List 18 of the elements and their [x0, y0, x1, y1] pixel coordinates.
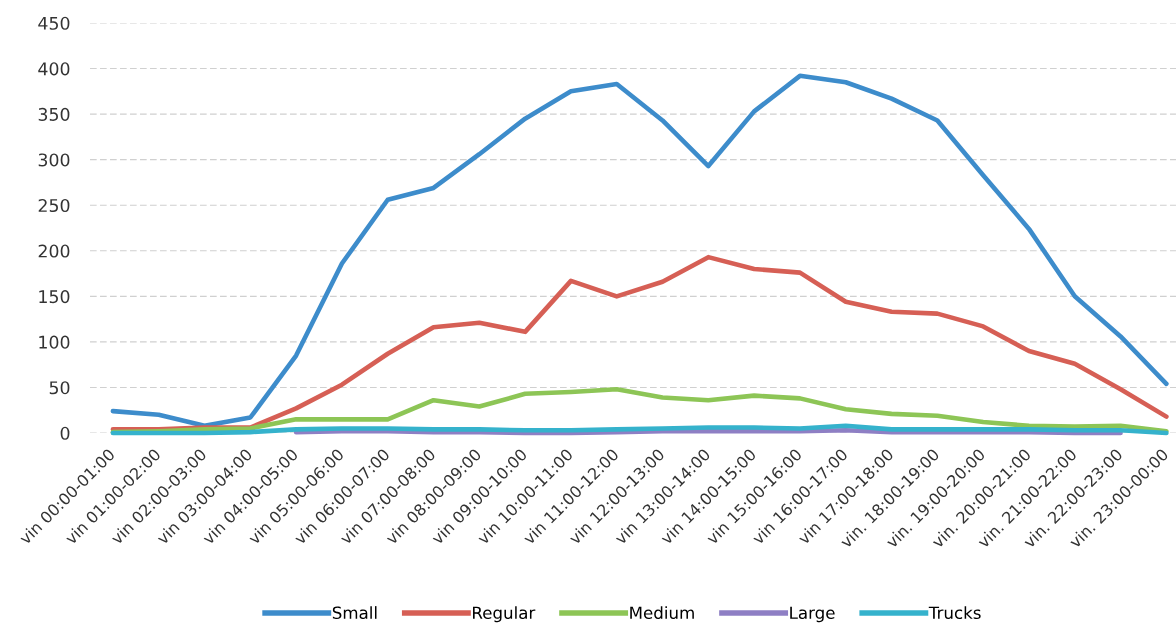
line-series [110, 386, 1169, 435]
legend-label: Small [332, 606, 377, 620]
y-tick-label: 50 [49, 381, 70, 395]
y-tick-label: 450 [38, 16, 70, 30]
legend-label: Regular [473, 606, 536, 623]
y-tick-label: 350 [38, 107, 70, 121]
legend-label: Medium [630, 606, 694, 620]
y-tick-label: 400 [38, 62, 70, 76]
y-tick-label: 200 [38, 244, 70, 258]
y-tick-label: 150 [39, 290, 70, 304]
line-series [110, 73, 1169, 428]
line-series [110, 423, 1169, 436]
legend-label: Large [790, 606, 835, 623]
y-tick-label: 300 [38, 153, 70, 167]
y-tick-label: 250 [38, 198, 70, 213]
y-tick-label: 100 [39, 335, 70, 349]
y-tick-label: 0 [60, 426, 70, 440]
legend-label: Trucks [928, 606, 981, 620]
